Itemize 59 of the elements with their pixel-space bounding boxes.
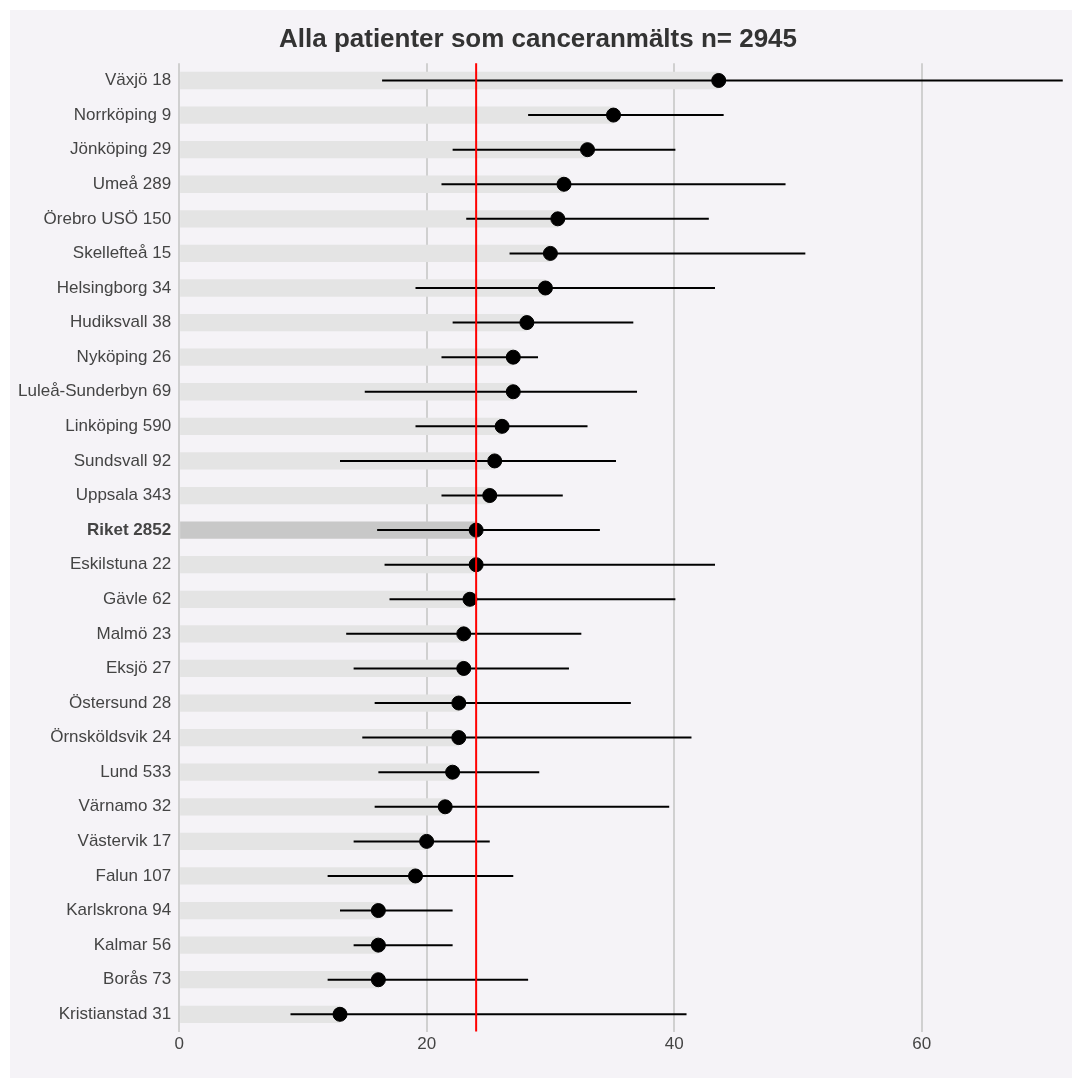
y-tick-label: Helsingborg 34: [56, 277, 172, 297]
y-tick-label: Sundsvall 92: [73, 450, 172, 470]
bar: [180, 659, 464, 678]
y-tick-label: Skellefteå 15: [72, 243, 172, 263]
bar: [180, 694, 459, 712]
x-tick-label: 0: [174, 1034, 184, 1054]
bar: [180, 728, 459, 747]
bar: [180, 971, 379, 989]
bar: [180, 556, 477, 574]
y-tick-label: Uppsala 343: [75, 485, 172, 505]
bar: [180, 763, 453, 781]
y-tick-label: Jönköping 29: [69, 139, 172, 159]
y-tick-label: Eksjö 27: [105, 658, 172, 678]
y-tick-label: Lund 533: [100, 761, 172, 781]
y-tick-label: Linköping 590: [65, 416, 172, 436]
bar: [180, 279, 546, 297]
y-tick-label: Västervik 17: [77, 831, 172, 851]
bar: [180, 1005, 340, 1023]
bar: [180, 901, 379, 920]
y-tick-label: Malmö 23: [96, 623, 172, 643]
y-tick-label: Karlskrona 94: [66, 900, 172, 920]
y-tick-label: Värnamo 32: [78, 796, 172, 816]
y-tick-label: Norrköping 9: [73, 104, 172, 124]
x-tick-label: 60: [912, 1034, 932, 1054]
y-tick-label: Luleå-Sunderbyn 69: [17, 381, 172, 401]
y-tick-label: Örebro USÖ 150: [43, 208, 172, 228]
bar: [180, 383, 514, 401]
bar: [180, 452, 495, 470]
y-tick-label: Nyköping 26: [76, 346, 172, 366]
bar: [180, 832, 427, 851]
y-tick-label: Hudiksvall 38: [70, 312, 172, 332]
x-tick-label: 40: [664, 1034, 684, 1054]
bar: [180, 590, 470, 608]
bar: [180, 486, 490, 505]
y-tick-label: Örnsköldsvik 24: [50, 727, 172, 747]
y-tick-label: Riket 2852: [86, 519, 172, 539]
y-tick-label: Gävle 62: [103, 588, 172, 608]
bar: [180, 417, 503, 435]
bar: [180, 141, 588, 159]
y-tick-label: Kristianstad 31: [58, 1003, 172, 1023]
y-tick-label: Falun 107: [95, 865, 172, 885]
bar: [180, 244, 551, 263]
x-tick-label: 20: [417, 1034, 437, 1054]
y-tick-label: Borås 73: [103, 969, 172, 989]
y-tick-label: Östersund 28: [69, 692, 172, 712]
y-tick-label: Kalmar 56: [93, 934, 172, 954]
bar: [180, 106, 614, 124]
bar: [180, 210, 558, 228]
bar: [180, 867, 416, 885]
bar: [180, 348, 514, 366]
bar: [180, 313, 527, 332]
y-tick-label: Umeå 289: [92, 173, 172, 193]
chart-title: Alla patienter som canceranmälts n= 2945: [278, 22, 798, 53]
bar: [180, 625, 464, 643]
y-tick-label: Växjö 18: [104, 70, 172, 90]
bar: [180, 175, 565, 193]
y-tick-label: Eskilstuna 22: [69, 554, 172, 574]
bar: [180, 936, 379, 954]
bar: [180, 798, 446, 816]
